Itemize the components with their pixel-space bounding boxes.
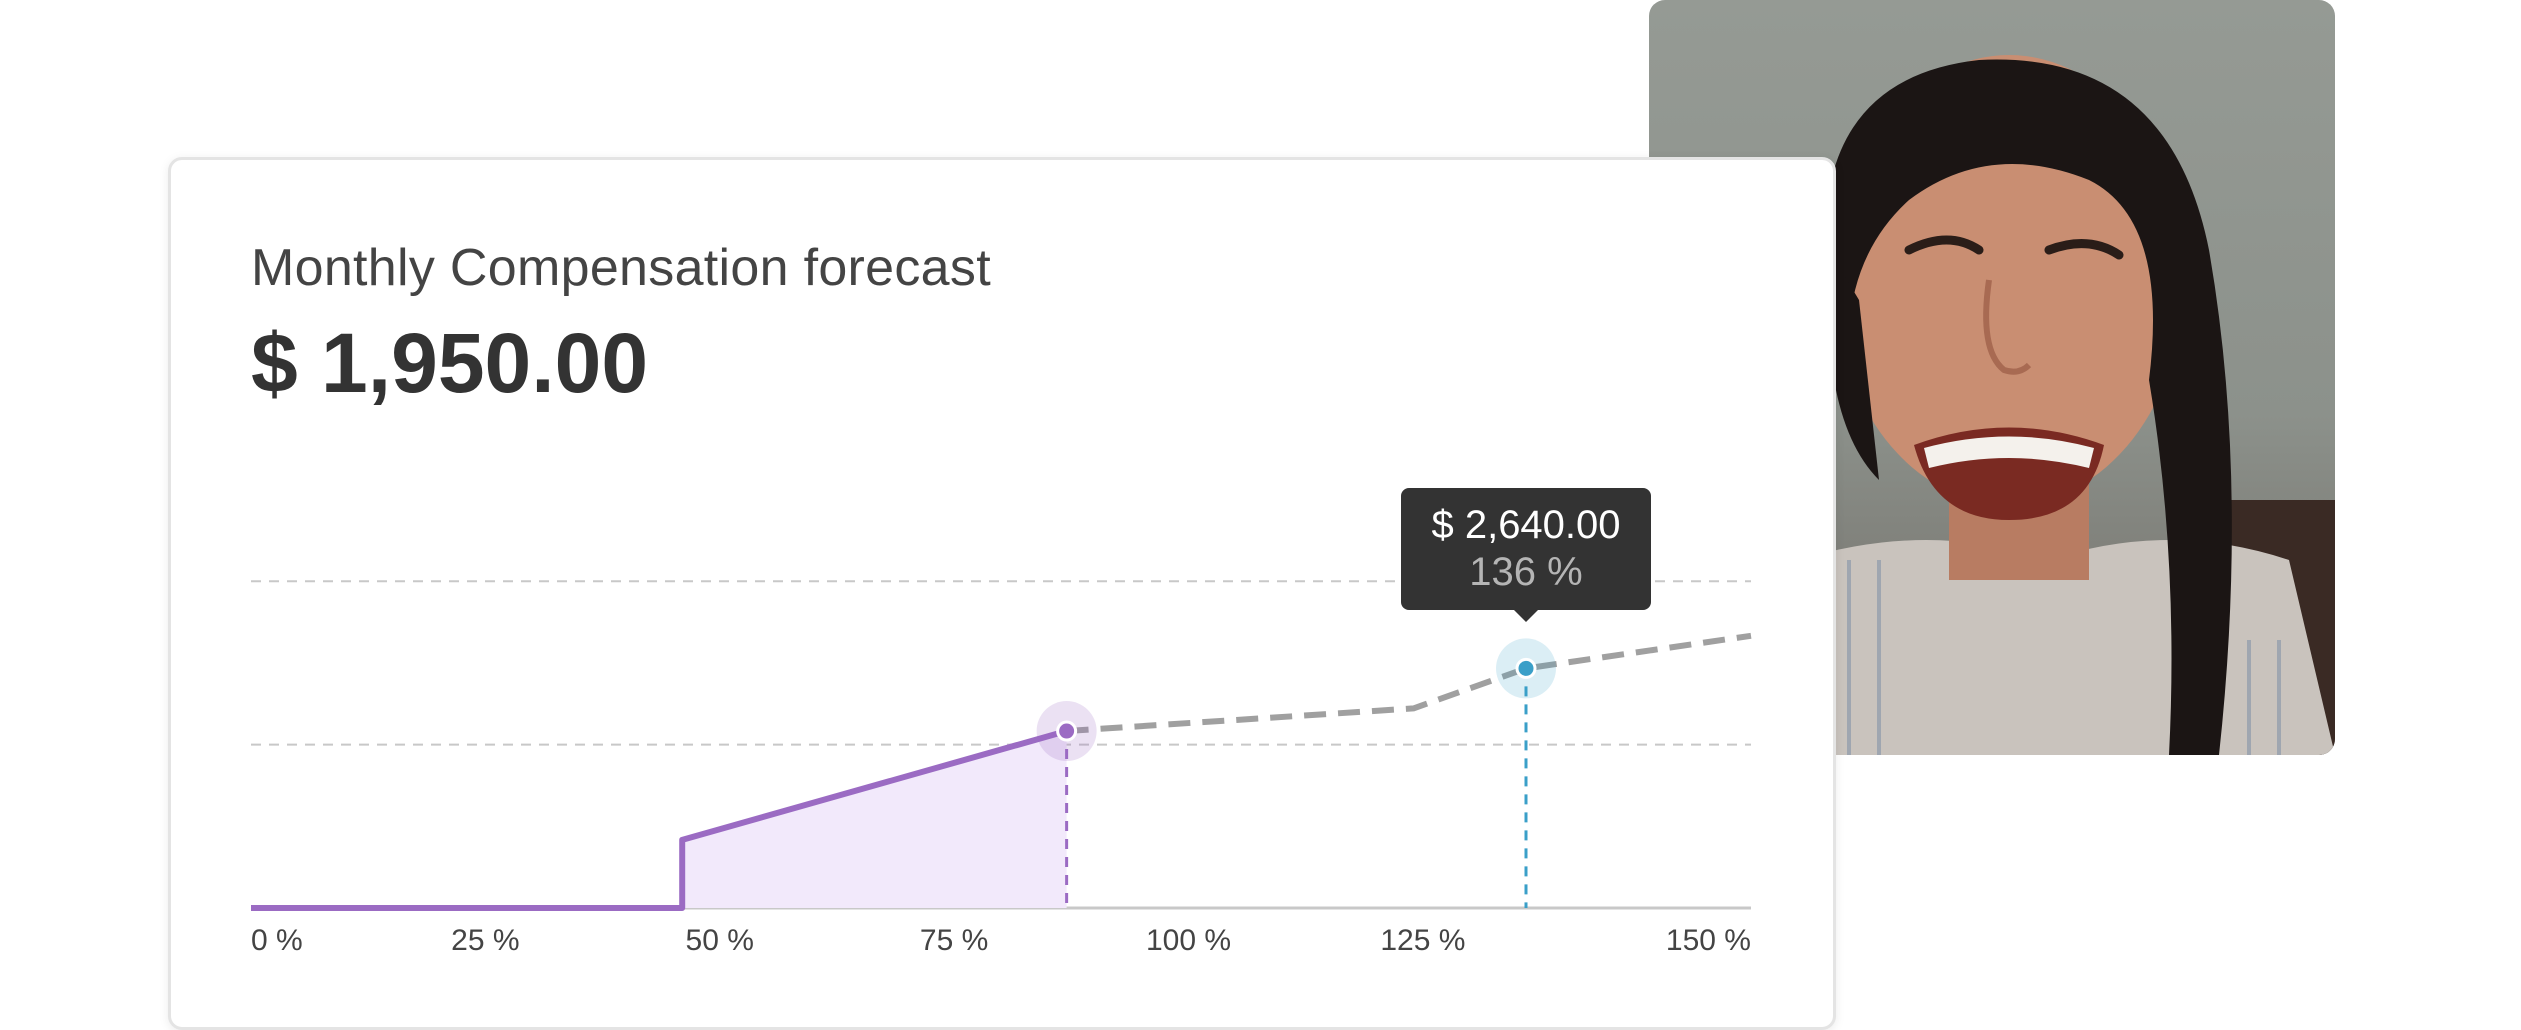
highlight-marker[interactable] bbox=[1515, 657, 1537, 679]
tooltip-percent: 136 % bbox=[1469, 550, 1583, 595]
forecast-card: Monthly Compensation forecast $ 1,950.00… bbox=[168, 157, 1836, 1030]
forecast-chart: 0 % 25 % 50 % 75 % 100 % 125 % 150 % bbox=[251, 580, 1752, 957]
chart-lines bbox=[251, 632, 1752, 911]
chart-guides bbox=[1065, 668, 1528, 908]
x-tick-label: 50 % bbox=[686, 924, 754, 957]
x-tick-label: 125 % bbox=[1380, 924, 1465, 957]
current-marker[interactable] bbox=[1056, 720, 1078, 742]
value-tooltip: $ 2,640.00 136 % bbox=[1401, 488, 1651, 623]
x-tick-label: 100 % bbox=[1146, 924, 1231, 957]
card-title: Monthly Compensation forecast bbox=[251, 239, 991, 297]
chart-x-axis: 0 % 25 % 50 % 75 % 100 % 125 % 150 % bbox=[251, 924, 1751, 957]
x-tick-label: 75 % bbox=[920, 924, 988, 957]
x-tick-label: 0 % bbox=[251, 924, 303, 957]
projection-line bbox=[1066, 632, 1752, 734]
x-tick-label: 150 % bbox=[1666, 924, 1751, 957]
x-tick-label: 25 % bbox=[451, 924, 519, 957]
chart-markers[interactable] bbox=[1036, 638, 1556, 762]
achieved-line bbox=[251, 728, 1068, 911]
laughing-woman-illustration bbox=[1799, 55, 2335, 755]
chart-area bbox=[682, 731, 1067, 908]
forecast-amount: $ 1,950.00 bbox=[251, 316, 649, 410]
achieved-area bbox=[682, 731, 1067, 908]
tooltip-amount: $ 2,640.00 bbox=[1431, 503, 1621, 548]
